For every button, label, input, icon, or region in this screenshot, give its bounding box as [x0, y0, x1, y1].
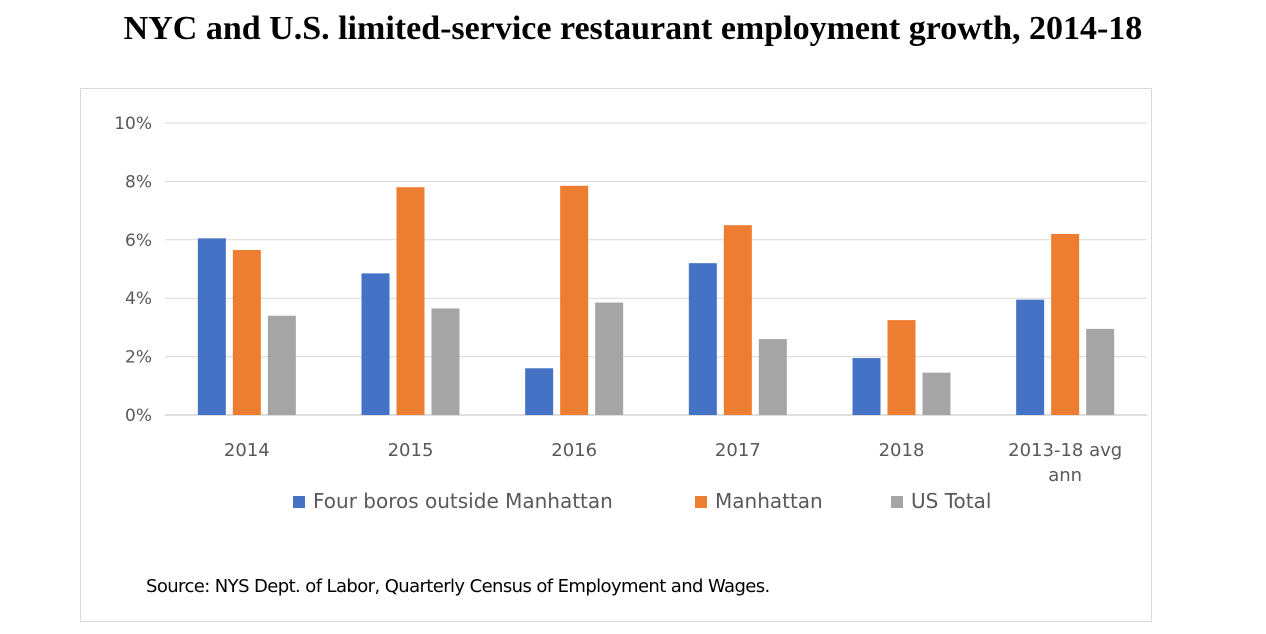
chart-title: NYC and U.S. limited-service restaurant … — [123, 10, 1143, 47]
bar-us-total — [431, 308, 460, 415]
bar-four-boros-outside-manhattan — [197, 238, 226, 415]
bar-manhattan — [396, 187, 425, 415]
source-note: Source: NYS Dept. of Labor, Quarterly Ce… — [146, 576, 770, 597]
legend-swatch — [695, 496, 707, 508]
bar-four-boros-outside-manhattan — [852, 358, 881, 415]
x-tick-label: 2016 — [551, 440, 597, 461]
legend-label: Four boros outside Manhattan — [313, 489, 613, 513]
x-tick-label: 2015 — [388, 440, 434, 461]
bar-manhattan — [723, 225, 752, 415]
bar-manhattan — [232, 250, 261, 415]
legend-label: US Total — [911, 489, 991, 513]
bar-us-total — [1086, 328, 1115, 415]
bar-manhattan — [887, 320, 916, 415]
legend-label: Manhattan — [715, 489, 823, 513]
chart-frame: 0% 2% 4% 6% 8% 10% 2014 2015 2016 2017 2018 2013-18… — [80, 88, 1152, 622]
bar-four-boros-outside-manhattan — [688, 263, 717, 415]
y-tick-label: 8% — [125, 172, 152, 192]
bar-us-total — [922, 372, 951, 415]
bar-four-boros-outside-manhattan — [361, 273, 390, 415]
x-tick-label: 2013-18 avg ann — [1008, 440, 1122, 486]
y-tick-label: 4% — [125, 289, 152, 309]
bar-manhattan — [1051, 233, 1080, 415]
y-tick-label: 0% — [125, 406, 152, 426]
bar-four-boros-outside-manhattan — [525, 368, 554, 415]
legend-swatch — [891, 496, 903, 508]
legend-swatch — [293, 496, 305, 508]
bar-four-boros-outside-manhattan — [1016, 299, 1045, 415]
bar-manhattan — [560, 185, 589, 415]
y-tick-label: 2% — [125, 348, 152, 368]
bar-us-total — [267, 315, 296, 415]
bar-us-total — [758, 339, 787, 415]
bar-us-total — [595, 302, 624, 415]
bar-chart: 0% 2% 4% 6% 8% 10% 2014 2015 2016 2017 2018 2013-18… — [114, 114, 1147, 513]
x-tick-label: 2018 — [879, 440, 925, 461]
x-tick-label: 2017 — [715, 440, 761, 461]
y-tick-label: 6% — [125, 231, 152, 251]
y-tick-label: 10% — [114, 114, 152, 134]
x-tick-label: 2014 — [224, 440, 270, 461]
